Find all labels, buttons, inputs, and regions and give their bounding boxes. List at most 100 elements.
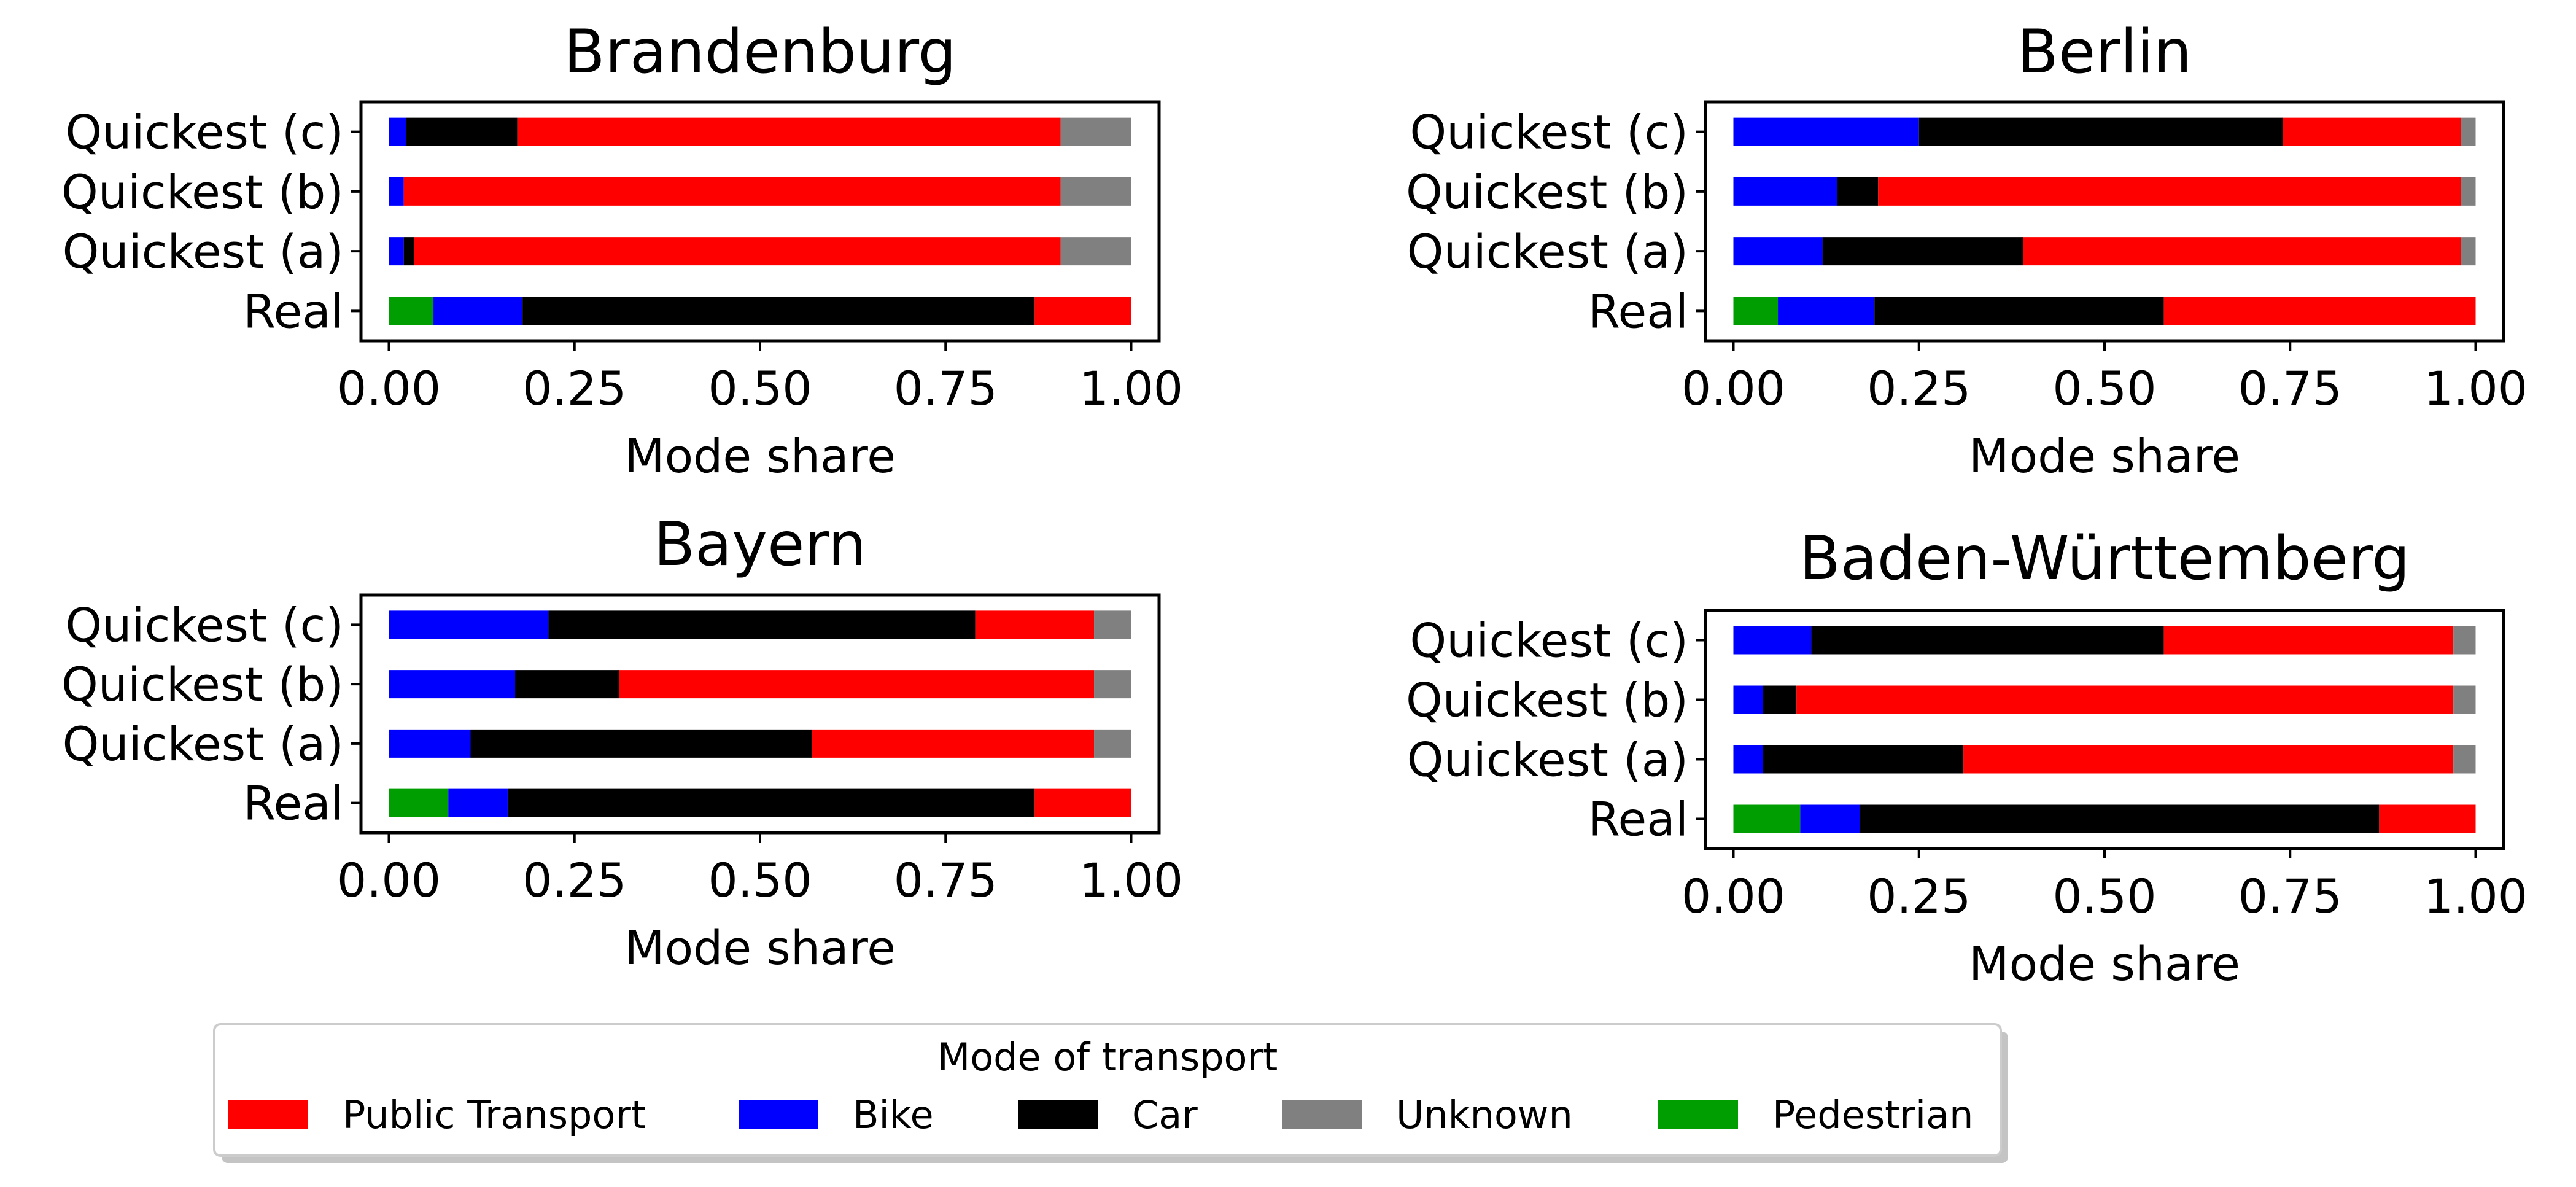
- bar-bike-quickest-b-: [1733, 685, 1763, 714]
- bar-public-transport-real: [2163, 297, 2476, 325]
- y-tick-label: Quickest (a): [63, 224, 344, 279]
- x-tick-label: 0.75: [894, 361, 998, 416]
- bar-pedestrian-real: [1733, 297, 1779, 325]
- bar-public-transport-real: [1034, 297, 1131, 325]
- legend-box: [213, 1023, 2002, 1157]
- panel-title: Brandenburg: [564, 17, 956, 87]
- x-tick-label: 0.75: [2238, 869, 2342, 924]
- x-axis-label: Mode share: [624, 920, 896, 975]
- bar-unknown-quickest-c-: [1060, 117, 1131, 146]
- bar-public-transport-quickest-a-: [1963, 745, 2454, 774]
- x-tick-label: 0.00: [1682, 869, 1785, 924]
- y-tick-label: Quickest (a): [63, 717, 344, 771]
- bar-car-quickest-c-: [1811, 626, 2164, 655]
- bar-car-quickest-a-: [1763, 745, 1964, 774]
- bar-bike-real: [433, 297, 523, 325]
- y-tick-label: Quickest (b): [1406, 165, 1688, 219]
- bar-car-quickest-b-: [1837, 177, 1879, 206]
- bar-public-transport-quickest-c-: [2163, 626, 2454, 655]
- legend-label-pedestrian: Pedestrian: [1772, 1092, 1973, 1137]
- bar-public-transport-quickest-b-: [403, 177, 1061, 206]
- bar-bike-real: [1778, 297, 1875, 325]
- bar-public-transport-quickest-a-: [2023, 237, 2461, 266]
- legend-swatch-pedestrian: [1658, 1100, 1738, 1129]
- bar-unknown-quickest-a-: [2461, 237, 2476, 266]
- legend-label-car: Car: [1132, 1092, 1198, 1137]
- x-tick-label: 0.50: [708, 853, 812, 908]
- x-tick-label: 0.00: [1682, 361, 1785, 416]
- bar-public-transport-real: [1034, 788, 1131, 817]
- bar-public-transport-quickest-a-: [414, 237, 1061, 266]
- y-tick-label: Quickest (a): [1407, 733, 1688, 787]
- bar-public-transport-real: [2379, 804, 2476, 833]
- bar-bike-real: [448, 788, 508, 817]
- bar-car-quickest-c-: [548, 610, 976, 639]
- y-tick-label: Quickest (c): [1410, 613, 1688, 668]
- y-tick-label: Quickest (c): [65, 597, 344, 652]
- bar-car-quickest-c-: [1918, 117, 2283, 146]
- bar-unknown-quickest-a-: [1094, 729, 1131, 758]
- x-tick-label: 1.00: [2424, 361, 2528, 416]
- bar-public-transport-quickest-b-: [1878, 177, 2461, 206]
- legend-label-bike: Bike: [853, 1092, 934, 1137]
- bar-bike-quickest-a-: [1733, 745, 1763, 774]
- y-tick-label: Real: [243, 776, 344, 831]
- x-tick-label: 0.75: [894, 853, 998, 908]
- panel-title: Bayern: [654, 510, 866, 580]
- y-tick-label: Quickest (a): [1407, 224, 1688, 279]
- bar-unknown-quickest-a-: [2453, 745, 2476, 774]
- bar-bike-quickest-a-: [389, 729, 471, 758]
- bar-public-transport-quickest-a-: [812, 729, 1095, 758]
- bar-pedestrian-real: [389, 788, 449, 817]
- bar-pedestrian-real: [389, 297, 434, 325]
- bar-bike-quickest-b-: [389, 670, 516, 699]
- bar-car-quickest-c-: [406, 117, 518, 146]
- panel-title: Baden-Württemberg: [1799, 524, 2410, 594]
- bar-unknown-quickest-c-: [1094, 610, 1131, 639]
- bar-car-quickest-b-: [515, 670, 619, 699]
- bar-unknown-quickest-b-: [1094, 670, 1131, 699]
- x-tick-label: 0.25: [522, 361, 626, 416]
- y-tick-label: Real: [1588, 284, 1688, 338]
- y-tick-label: Quickest (b): [61, 165, 344, 219]
- y-tick-label: Quickest (b): [61, 657, 344, 712]
- bar-public-transport-quickest-b-: [619, 670, 1095, 699]
- x-axis-label: Mode share: [1969, 936, 2240, 991]
- bar-bike-quickest-c-: [1733, 626, 1812, 655]
- x-tick-label: 1.00: [2424, 869, 2528, 924]
- x-tick-label: 0.50: [708, 361, 812, 416]
- x-tick-label: 0.00: [337, 853, 441, 908]
- y-tick-label: Quickest (c): [1410, 105, 1688, 160]
- bar-public-transport-quickest-c-: [975, 610, 1095, 639]
- x-tick-label: 1.00: [1079, 361, 1183, 416]
- bar-car-quickest-a-: [403, 237, 414, 266]
- bar-car-real: [1860, 804, 2380, 833]
- bar-unknown-quickest-b-: [2453, 685, 2476, 714]
- x-tick-label: 0.25: [1867, 869, 1971, 924]
- x-tick-label: 0.00: [337, 361, 441, 416]
- legend-swatch-bike: [739, 1100, 818, 1129]
- x-tick-label: 0.75: [2238, 361, 2342, 416]
- bar-bike-quickest-a-: [389, 237, 404, 266]
- x-tick-label: 1.00: [1079, 853, 1183, 908]
- panel-title: Berlin: [2017, 17, 2192, 87]
- bar-public-transport-quickest-c-: [2283, 117, 2461, 146]
- bar-unknown-quickest-b-: [2461, 177, 2476, 206]
- y-tick-label: Quickest (b): [1406, 673, 1688, 728]
- bar-car-real: [1874, 297, 2164, 325]
- bar-car-quickest-a-: [470, 729, 812, 758]
- bar-unknown-quickest-c-: [2453, 626, 2476, 655]
- y-tick-label: Quickest (c): [65, 105, 344, 160]
- legend-swatch-car: [1018, 1100, 1098, 1129]
- bar-car-real: [522, 297, 1035, 325]
- bar-bike-quickest-b-: [389, 177, 404, 206]
- x-tick-label: 0.50: [2052, 869, 2156, 924]
- bar-bike-quickest-c-: [389, 610, 549, 639]
- bar-public-transport-quickest-c-: [517, 117, 1061, 146]
- y-tick-label: Real: [1588, 792, 1688, 847]
- legend: Mode of transport Public Transport Bike Car…: [213, 1023, 2008, 1163]
